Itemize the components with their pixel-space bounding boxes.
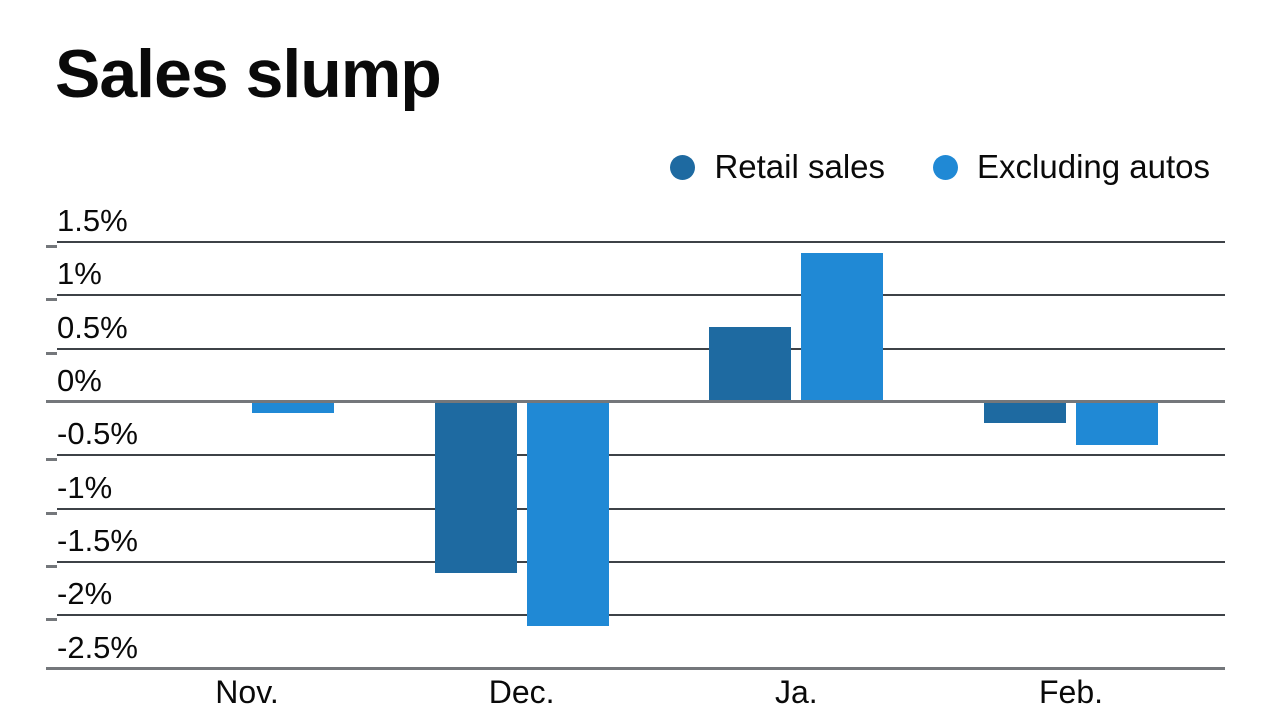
y-axis-tick [46, 351, 57, 355]
bottom-axis-line [46, 667, 1225, 671]
bar-excluding-autos-nov [252, 401, 334, 413]
y-tick-label: -2.5% [57, 629, 138, 665]
gridline [57, 560, 1225, 563]
y-tick-label: 1% [57, 256, 102, 292]
legend: Retail sales Excluding autos [670, 147, 1210, 187]
bar-retail-sales-dec [434, 401, 517, 573]
y-axis-tick [46, 244, 57, 248]
y-tick-label: -0.5% [57, 416, 138, 452]
legend-dot-icon [933, 154, 959, 180]
y-tick-label: 0.5% [57, 309, 128, 345]
x-axis-label: Ja. [774, 674, 818, 710]
y-tick-label: 1.5% [57, 202, 128, 238]
y-tick-label: 0% [57, 362, 102, 398]
bar-retail-sales-ja [709, 327, 792, 402]
y-axis-tick [46, 511, 57, 515]
x-axis-label: Nov. [215, 674, 279, 710]
y-axis-tick [46, 458, 57, 462]
x-axis-label: Feb. [1038, 674, 1104, 710]
bar-excluding-autos-feb [1076, 401, 1158, 445]
y-axis-tick [46, 618, 57, 622]
legend-dot-icon [670, 154, 696, 180]
bar-excluding-autos-ja [801, 252, 884, 402]
legend-label-retail-sales: Retail sales [714, 148, 886, 185]
y-tick-label: -1.5% [57, 522, 138, 558]
y-tick-label: -2% [57, 576, 113, 612]
bar-excluding-autos-dec [526, 401, 609, 626]
legend-item-excluding-autos: Excluding autos [933, 147, 1210, 187]
legend-label-excluding-autos: Excluding autos [977, 148, 1210, 185]
y-axis-tick [46, 564, 57, 568]
gridline [57, 347, 1225, 350]
legend-item-retail-sales: Retail sales [670, 147, 885, 187]
gridline [57, 507, 1225, 510]
x-axis-label: Dec. [488, 674, 555, 710]
y-axis-tick [46, 298, 57, 302]
zero-axis-line [46, 400, 1225, 404]
chart-title: Sales slump [55, 36, 442, 112]
gridline [57, 454, 1225, 457]
y-tick-label: -1% [57, 469, 113, 505]
gridline [57, 614, 1225, 617]
gridline [57, 294, 1225, 297]
gridline [57, 240, 1225, 243]
bar-retail-sales-feb [984, 401, 1066, 424]
